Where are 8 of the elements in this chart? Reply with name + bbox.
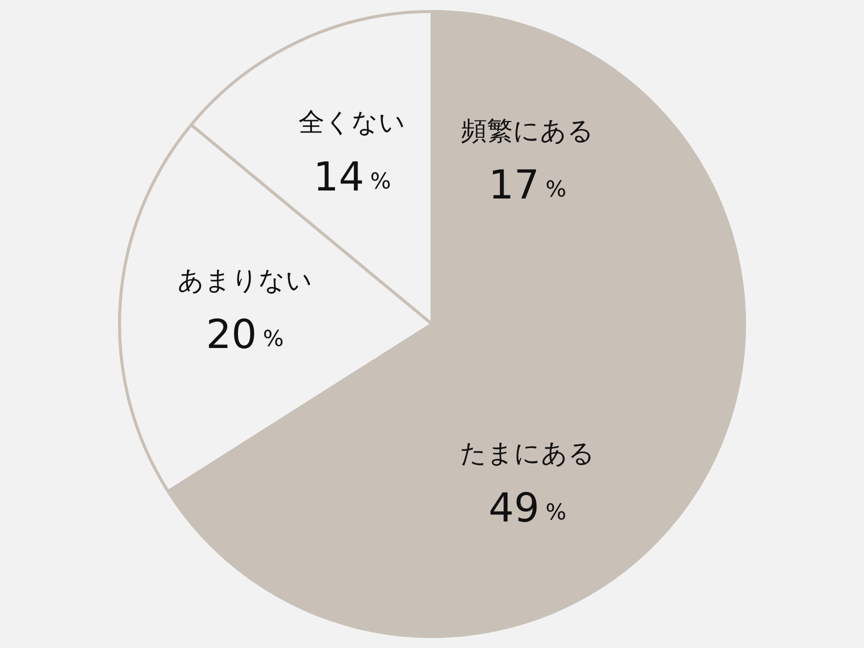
data-label: 20% (206, 312, 284, 358)
data-label: 14% (313, 154, 392, 200)
slice-label: 頻繁にある (460, 116, 594, 146)
slice-label: 全くない (298, 108, 406, 138)
data-label: 17% (488, 162, 566, 209)
data-label: 49% (488, 485, 566, 532)
slice-label: あまりない (177, 266, 312, 296)
slice-label: たまにある (460, 439, 595, 470)
